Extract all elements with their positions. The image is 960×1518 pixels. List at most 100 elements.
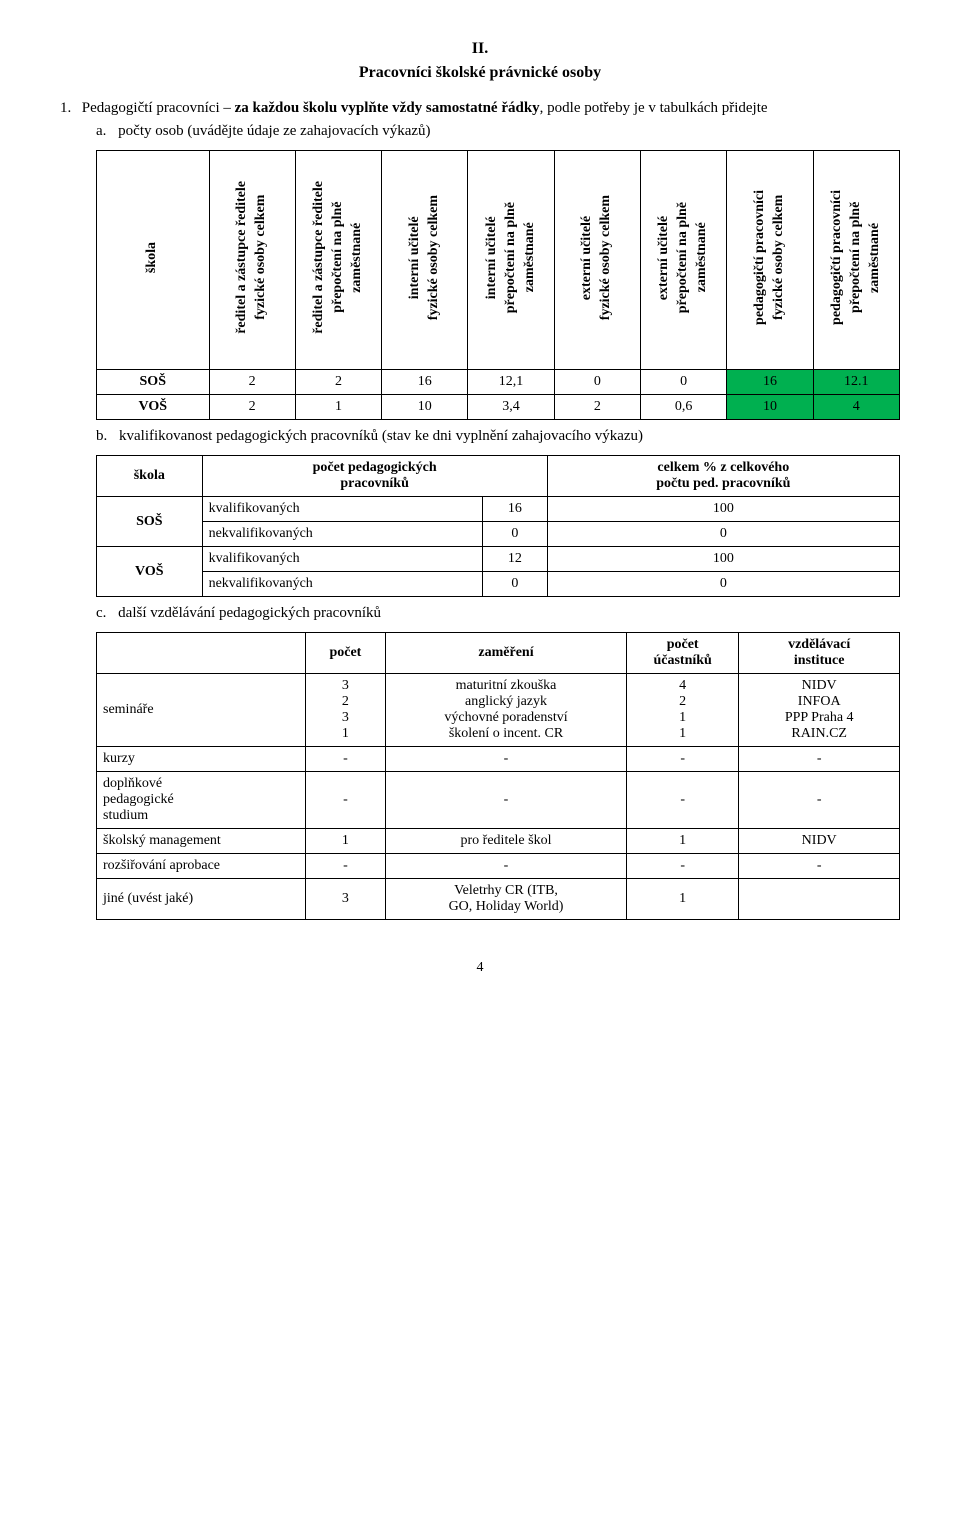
table-row: školský management 1 pro ředitele škol 1…: [97, 829, 900, 854]
tableC-r5-focus: Veletrhy CR (ITB, GO, Holiday World): [386, 879, 627, 920]
tableB-s0-r2-1: 0: [483, 522, 548, 547]
tableA-r1-c5: 0,6: [641, 395, 727, 420]
tableA-r1-c2: 10: [382, 395, 468, 420]
tableA-r0-label: SOŠ: [97, 370, 210, 395]
tableA-r1-c0: 2: [209, 395, 295, 420]
table-a-h7: pedagogičtí pracovníci fyzické osoby cel…: [727, 151, 813, 370]
tableB-s1-r1-1: 12: [483, 547, 548, 572]
section-roman: II.: [60, 40, 900, 58]
table-a-h3: interní učitelé fyzické osoby celkem: [382, 151, 468, 370]
tableC-r1-inst: -: [739, 747, 900, 772]
tableC-r4-label: rozšiřování aprobace: [97, 854, 306, 879]
tableC-r2-count: -: [305, 772, 385, 829]
table-a-h2: ředitel a zástupce ředitele přepočtení n…: [295, 151, 381, 370]
table-row: kurzy - - - -: [97, 747, 900, 772]
tableA-r0-c7: 12.1: [813, 370, 899, 395]
tableC-h4: vzdělávací instituce: [739, 633, 900, 674]
table-row: rozšiřování aprobace - - - -: [97, 854, 900, 879]
tableA-r0-c1: 2: [295, 370, 381, 395]
subitem-a: a. počty osob (uvádějte údaje ze zahajov…: [96, 123, 900, 140]
tableC-r4-part: -: [626, 854, 738, 879]
table-row: VOŠ 2 1 10 3,4 2 0,6 10 4: [97, 395, 900, 420]
tableC-r1-part: -: [626, 747, 738, 772]
tableB-h0: škola: [97, 456, 203, 497]
tableC-r1-label: kurzy: [97, 747, 306, 772]
table-a-h0: škola: [97, 151, 210, 370]
tableC-r1-count: -: [305, 747, 385, 772]
table-a-h5: externí učitelé fyzické osoby celkem: [554, 151, 640, 370]
tableC-r0-inst: NIDV INFOA PPP Praha 4 RAIN.CZ: [739, 674, 900, 747]
tableA-r0-c3: 12,1: [468, 370, 554, 395]
tableA-r1-c3: 3,4: [468, 395, 554, 420]
tableA-r0-c2: 16: [382, 370, 468, 395]
subitem-c-text: další vzdělávání pedagogických pracovník…: [118, 605, 381, 621]
tableC-r2-inst: -: [739, 772, 900, 829]
subitem-b-text: kvalifikovanost pedagogických pracovníků…: [119, 428, 643, 444]
item-1-number: 1.: [60, 100, 78, 117]
tableB-s1-r1-2: 100: [547, 547, 899, 572]
tableC-h1: počet: [305, 633, 385, 674]
tableC-r0-count: 3 2 3 1: [305, 674, 385, 747]
subitem-b: b. kvalifikovanost pedagogických pracovn…: [96, 428, 900, 445]
tableC-r5-label: jiné (uvést jaké): [97, 879, 306, 920]
tableC-r2-part: -: [626, 772, 738, 829]
tableA-r0-c5: 0: [641, 370, 727, 395]
tableB-s1-r2-1: 0: [483, 572, 548, 597]
table-row: nekvalifikovaných 0 0: [97, 522, 900, 547]
table-c-header-row: počet zaměření počet účastníků vzdělávac…: [97, 633, 900, 674]
item-1: 1. Pedagogičtí pracovníci – za každou šk…: [60, 100, 900, 117]
subitem-a-letter: a.: [96, 123, 106, 139]
tableC-r0-label: semináře: [97, 674, 306, 747]
tableB-s0-r2-0: nekvalifikovaných: [202, 522, 482, 547]
tableB-h1: počet pedagogických pracovníků: [202, 456, 547, 497]
tableC-r4-count: -: [305, 854, 385, 879]
tableC-r2-label: doplňkové pedagogické studium: [97, 772, 306, 829]
table-a-header-row: škola ředitel a zástupce ředitele fyzick…: [97, 151, 900, 370]
tableB-s0-r2-2: 0: [547, 522, 899, 547]
table-b-header-row: škola počet pedagogických pracovníků cel…: [97, 456, 900, 497]
table-row: semináře 3 2 3 1 maturitní zkouška angli…: [97, 674, 900, 747]
tableC-r3-inst: NIDV: [739, 829, 900, 854]
tableC-r3-focus: pro ředitele škol: [386, 829, 627, 854]
table-row: doplňkové pedagogické studium - - - -: [97, 772, 900, 829]
tableC-r3-count: 1: [305, 829, 385, 854]
tableA-r1-c4: 2: [554, 395, 640, 420]
page-number: 4: [60, 960, 900, 976]
table-row: SOŠ kvalifikovaných 16 100: [97, 497, 900, 522]
subitem-c-letter: c.: [96, 605, 106, 621]
tableC-r3-label: školský management: [97, 829, 306, 854]
tableA-r0-c6: 16: [727, 370, 813, 395]
tableA-r0-c4: 0: [554, 370, 640, 395]
table-row: SOŠ 2 2 16 12,1 0 0 16 12.1: [97, 370, 900, 395]
table-b: škola počet pedagogických pracovníků cel…: [96, 455, 900, 597]
tableA-r0-c0: 2: [209, 370, 295, 395]
tableA-r1-c6: 10: [727, 395, 813, 420]
tableC-h0: [97, 633, 306, 674]
tableC-r0-focus: maturitní zkouška anglický jazyk výchovn…: [386, 674, 627, 747]
table-a-h8: pedagogičtí pracovníci přepočtení na pln…: [813, 151, 899, 370]
tableC-r5-count: 3: [305, 879, 385, 920]
tableB-s1-r2-0: nekvalifikovaných: [202, 572, 482, 597]
table-row: VOŠ kvalifikovaných 12 100: [97, 547, 900, 572]
tableC-r0-part: 4 2 1 1: [626, 674, 738, 747]
tableC-h3: počet účastníků: [626, 633, 738, 674]
table-a-h1: ředitel a zástupce ředitele fyzické osob…: [209, 151, 295, 370]
table-a: škola ředitel a zástupce ředitele fyzick…: [96, 150, 900, 420]
table-a-h4: interní učitelé přepočtení na plně zaměs…: [468, 151, 554, 370]
table-c: počet zaměření počet účastníků vzdělávac…: [96, 632, 900, 920]
tableB-s0-r1-2: 100: [547, 497, 899, 522]
table-a-h6: externí učitelé přepočtení na plně zaměs…: [641, 151, 727, 370]
subitem-b-letter: b.: [96, 428, 107, 444]
tableB-s1-r1-0: kvalifikovaných: [202, 547, 482, 572]
tableC-r5-part: 1: [626, 879, 738, 920]
tableC-r1-focus: -: [386, 747, 627, 772]
tableB-s1-r2-2: 0: [547, 572, 899, 597]
tableB-s0-r1-0: kvalifikovaných: [202, 497, 482, 522]
tableA-r1-c1: 1: [295, 395, 381, 420]
tableB-h3: celkem % z celkového počtu ped. pracovní…: [547, 456, 899, 497]
section-title: Pracovníci školské právnické osoby: [60, 64, 900, 82]
table-row: nekvalifikovaných 0 0: [97, 572, 900, 597]
tableC-r2-focus: -: [386, 772, 627, 829]
tableB-s0: SOŠ: [97, 497, 203, 547]
subitem-c: c. další vzdělávání pedagogických pracov…: [96, 605, 900, 622]
